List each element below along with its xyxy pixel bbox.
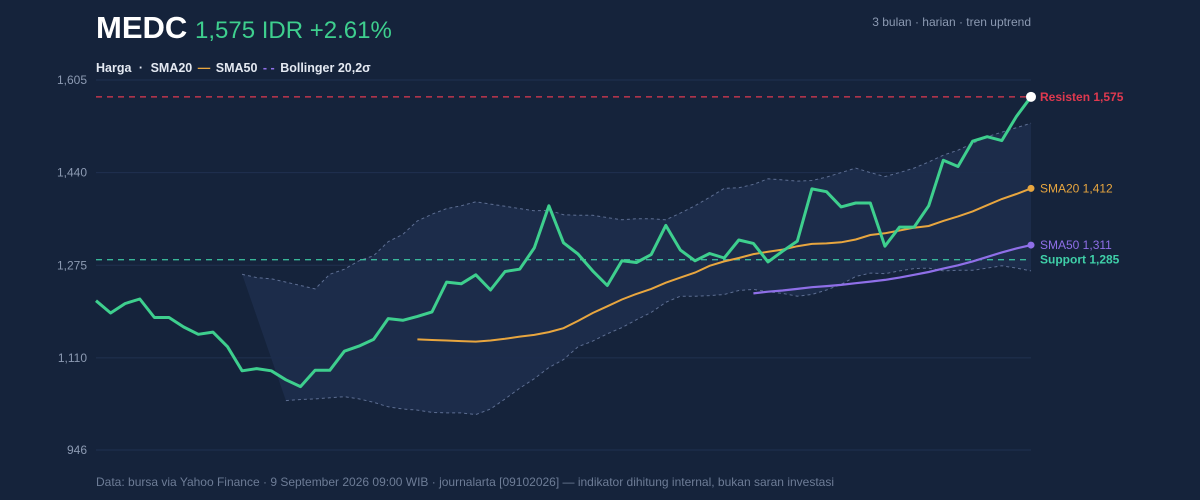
- legend-sma20-swatch: —: [198, 61, 211, 75]
- legend-sma50-swatch: - -: [263, 61, 275, 75]
- series-lines: [95, 95, 1033, 389]
- y-tick-label: 1,110: [58, 351, 87, 365]
- legend-bollinger: Bollinger 20,2σ: [280, 61, 371, 75]
- last-price-marker: [1026, 91, 1036, 102]
- support-label: Support 1,285: [1040, 253, 1120, 267]
- bollinger-band-area: [242, 123, 1032, 415]
- price-change: 1,575 IDR +2.61%: [195, 17, 392, 44]
- bollinger-band: [241, 122, 1032, 416]
- legend-sma20: SMA20: [151, 61, 193, 75]
- sma50-line: [753, 244, 1032, 295]
- sma50-end-label: SMA50 1,311: [1040, 238, 1112, 252]
- y-tick-label: 946: [67, 443, 87, 457]
- legend: Harga · SMA20 — SMA50 - - Bollinger 20,2…: [96, 61, 371, 75]
- legend-price: Harga: [96, 61, 132, 75]
- y-axis: 946 1,110 1,275 1,440 1,605: [57, 73, 87, 457]
- y-tick-label: 1,440: [57, 166, 87, 180]
- footer-source: Data: bursa via Yahoo Finance · 9 Septem…: [96, 475, 834, 489]
- sma20-end-label: SMA20 1,412: [1040, 181, 1113, 195]
- legend-sma50: SMA50: [216, 61, 258, 75]
- y-tick-label: 1,605: [57, 73, 87, 87]
- price-line: [95, 95, 1033, 389]
- end-labels: Resisten 1,575 SMA20 1,412 SMA50 1,311Supp…: [1026, 90, 1124, 267]
- ticker-symbol: MEDC: [96, 10, 187, 45]
- y-tick-label: 1,275: [57, 258, 87, 272]
- bollinger-lower-line: [285, 265, 1032, 416]
- legend-separator: ·: [139, 61, 143, 75]
- sma50-end-marker: [1027, 241, 1035, 249]
- levels: [96, 96, 1031, 261]
- resistance-label: Resisten 1,575: [1040, 90, 1124, 104]
- sma20-end-marker: [1027, 184, 1035, 192]
- sma20-line: [417, 187, 1032, 343]
- chart-meta: 3 bulan · harian · tren uptrend: [872, 15, 1031, 29]
